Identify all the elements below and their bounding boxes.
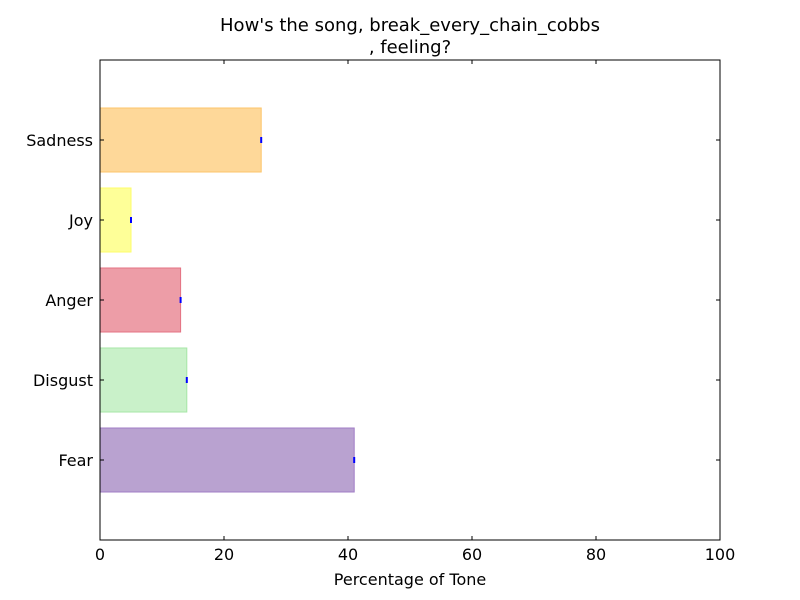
bar-sadness (99, 107, 262, 173)
bar-anger (99, 267, 182, 333)
x-axis-label: Percentage of Tone (334, 570, 486, 589)
bar-disgust (99, 347, 188, 413)
x-tick-label: 0 (95, 545, 105, 564)
chart-title-line-2: , feeling? (369, 37, 451, 58)
y-tick-label-fear: Fear (58, 451, 93, 470)
y-tick-label-sadness: Sadness (26, 131, 93, 150)
x-tick-label: 40 (338, 545, 358, 564)
x-tick-label: 20 (214, 545, 234, 564)
axes-group: Fear Disgust Anger Joy Sadness 0 20 40 60 80 100 (26, 59, 736, 564)
chart-title-line-1: How's the song, break_every_chain_cobbs (220, 15, 600, 36)
plot-frame (99, 59, 721, 541)
x-tick-label: 80 (586, 545, 606, 564)
x-tick-label: 100 (705, 545, 736, 564)
bar-joy (99, 187, 132, 253)
y-tick-label-joy: Joy (68, 211, 93, 230)
y-tick-label-disgust: Disgust (33, 371, 93, 390)
bar-fear (99, 427, 355, 493)
bars-group (99, 107, 356, 493)
y-tick-label-anger: Anger (45, 291, 93, 310)
x-tick-label: 60 (462, 545, 482, 564)
